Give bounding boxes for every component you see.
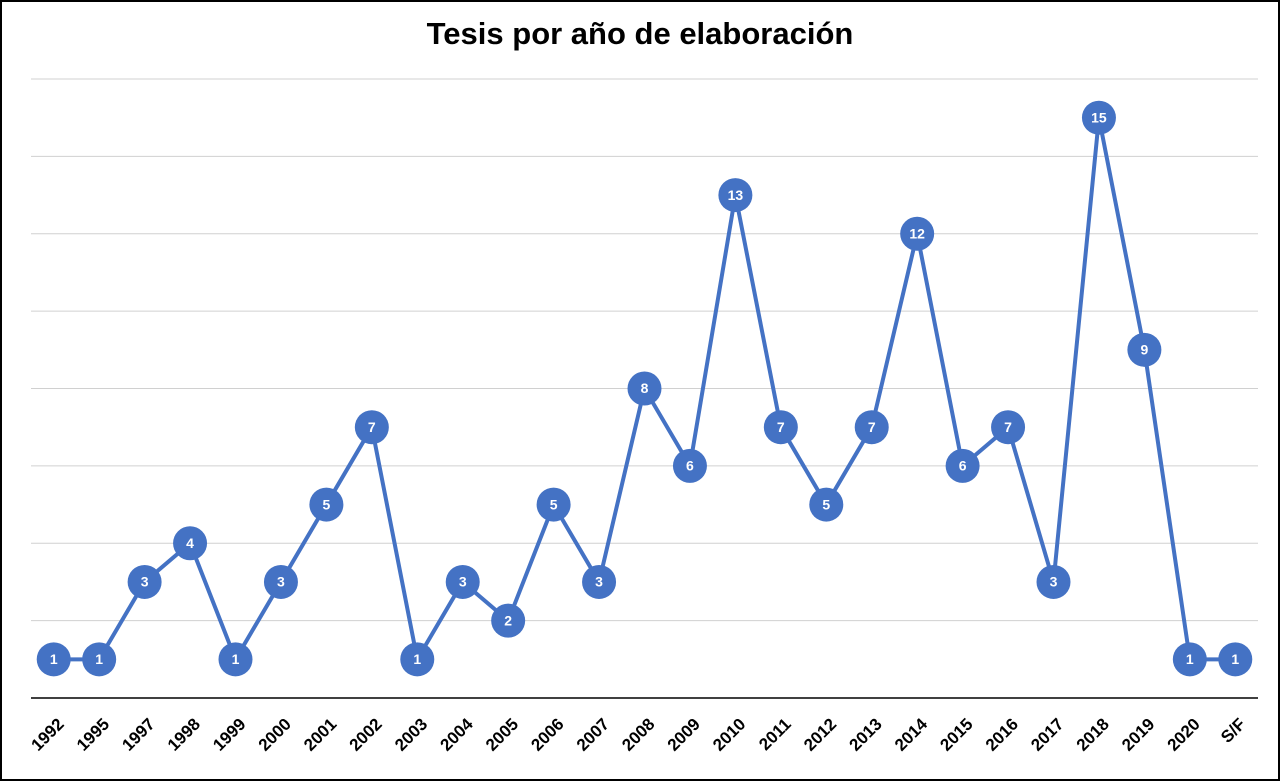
data-label: 1 bbox=[1231, 651, 1239, 667]
data-label: 8 bbox=[641, 380, 649, 396]
data-label: 6 bbox=[686, 458, 694, 474]
marker bbox=[1036, 564, 1071, 599]
marker bbox=[582, 564, 617, 599]
marker bbox=[354, 410, 389, 445]
data-label: 7 bbox=[1004, 419, 1012, 435]
data-label: 3 bbox=[141, 574, 149, 590]
data-label: 9 bbox=[1140, 342, 1148, 358]
marker bbox=[309, 487, 344, 522]
marker bbox=[127, 564, 162, 599]
marker bbox=[82, 642, 117, 677]
marker bbox=[536, 487, 571, 522]
data-label: 3 bbox=[595, 574, 603, 590]
data-label: 12 bbox=[909, 225, 925, 241]
marker bbox=[263, 564, 298, 599]
marker bbox=[218, 642, 253, 677]
data-label: 5 bbox=[550, 496, 558, 512]
marker bbox=[1172, 642, 1207, 677]
data-label: 1 bbox=[1186, 651, 1194, 667]
data-label: 1 bbox=[50, 651, 58, 667]
data-label: 3 bbox=[277, 574, 285, 590]
data-label: 3 bbox=[1050, 574, 1058, 590]
marker bbox=[1218, 642, 1253, 677]
marker bbox=[627, 371, 662, 406]
data-label: 7 bbox=[368, 419, 376, 435]
data-label: 5 bbox=[322, 496, 330, 512]
marker bbox=[491, 603, 526, 638]
data-label: 1 bbox=[232, 651, 240, 667]
marker bbox=[173, 526, 208, 561]
marker bbox=[445, 564, 480, 599]
marker bbox=[991, 410, 1026, 445]
marker bbox=[1127, 332, 1162, 367]
marker bbox=[400, 642, 435, 677]
data-label: 7 bbox=[777, 419, 785, 435]
data-label: 1 bbox=[95, 651, 103, 667]
data-label: 3 bbox=[459, 574, 467, 590]
chart-title: Tesis por año de elaboración bbox=[427, 16, 854, 51]
marker bbox=[672, 448, 707, 483]
marker bbox=[1081, 100, 1116, 135]
data-label: 1 bbox=[413, 651, 421, 667]
marker bbox=[36, 642, 71, 677]
data-label: 5 bbox=[822, 496, 830, 512]
marker bbox=[718, 178, 753, 213]
marker bbox=[854, 410, 889, 445]
marker bbox=[945, 448, 980, 483]
data-label: 4 bbox=[186, 535, 194, 551]
marker bbox=[809, 487, 844, 522]
data-label: 2 bbox=[504, 612, 512, 628]
data-label: 15 bbox=[1091, 109, 1107, 125]
data-label: 7 bbox=[868, 419, 876, 435]
data-label: 6 bbox=[959, 458, 967, 474]
marker bbox=[900, 216, 935, 251]
marker bbox=[763, 410, 798, 445]
data-label: 13 bbox=[728, 187, 744, 203]
